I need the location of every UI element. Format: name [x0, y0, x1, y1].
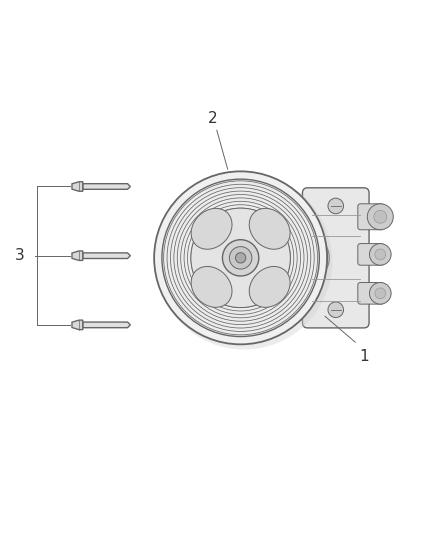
Circle shape	[374, 211, 387, 223]
Circle shape	[375, 249, 386, 260]
Circle shape	[223, 240, 259, 276]
Ellipse shape	[191, 266, 232, 308]
Polygon shape	[72, 320, 83, 329]
Ellipse shape	[249, 266, 290, 308]
Circle shape	[375, 288, 386, 298]
Circle shape	[162, 179, 319, 336]
Circle shape	[282, 234, 329, 281]
Polygon shape	[72, 251, 83, 261]
Circle shape	[328, 302, 343, 318]
Polygon shape	[83, 253, 131, 259]
Ellipse shape	[191, 208, 232, 249]
Circle shape	[156, 173, 332, 350]
Ellipse shape	[249, 208, 290, 249]
FancyBboxPatch shape	[303, 188, 369, 328]
Circle shape	[154, 172, 327, 344]
Circle shape	[328, 198, 343, 214]
FancyBboxPatch shape	[358, 244, 384, 265]
Polygon shape	[83, 184, 131, 189]
Circle shape	[236, 253, 246, 263]
Circle shape	[370, 244, 391, 265]
Text: 3: 3	[14, 248, 25, 263]
Circle shape	[370, 282, 391, 304]
Polygon shape	[83, 322, 131, 328]
Text: 2: 2	[208, 111, 217, 126]
FancyBboxPatch shape	[358, 282, 384, 304]
Polygon shape	[72, 182, 83, 191]
Circle shape	[230, 247, 252, 269]
Circle shape	[367, 204, 393, 230]
FancyBboxPatch shape	[358, 204, 384, 230]
Circle shape	[191, 208, 290, 308]
Text: 1: 1	[360, 349, 369, 364]
